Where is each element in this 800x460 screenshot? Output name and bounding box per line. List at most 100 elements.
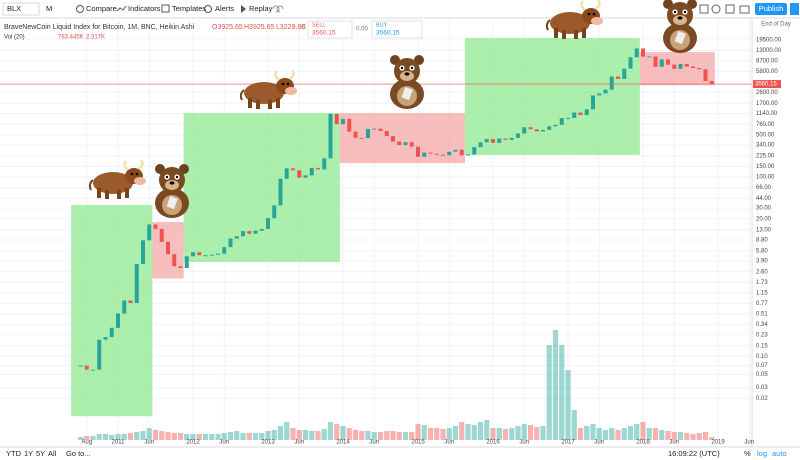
range-ytd[interactable]: YTD xyxy=(6,449,22,458)
candle xyxy=(391,136,395,142)
volume-bar xyxy=(334,424,340,440)
volume-bar xyxy=(202,434,209,440)
range-5y[interactable]: 5Y xyxy=(36,449,45,458)
volume-bar xyxy=(671,432,677,440)
x-tick-label: Jun xyxy=(294,440,304,446)
templates-button[interactable]: Templates xyxy=(172,4,206,13)
compare-button[interactable]: Compare xyxy=(86,4,117,13)
candle xyxy=(322,158,327,170)
zone xyxy=(339,113,465,164)
symbol[interactable]: BLX xyxy=(7,4,21,13)
candle xyxy=(472,147,477,155)
volume-bar xyxy=(302,430,309,440)
snapshot-icon[interactable] xyxy=(739,5,750,14)
publish-button[interactable] xyxy=(755,3,787,15)
candle xyxy=(684,64,689,67)
compare-icon[interactable] xyxy=(76,5,84,13)
candle xyxy=(228,238,233,248)
candle xyxy=(216,253,220,255)
sell-label[interactable]: SELL xyxy=(312,22,325,28)
volume-bar xyxy=(240,433,246,440)
volume-bar xyxy=(515,426,521,440)
volume-bar xyxy=(227,432,234,440)
symbol-box[interactable] xyxy=(2,2,40,16)
x-tick-label: 2015 xyxy=(411,440,425,446)
axes: 0.02 0.03 0.05 0.07 0.10 0.15 0.23 0.34 0.51 0.77… xyxy=(81,37,781,445)
buy-price[interactable]: 3560.15 xyxy=(376,30,400,37)
volume-bar xyxy=(571,410,577,440)
layout-icon[interactable] xyxy=(725,4,735,14)
interval[interactable]: M xyxy=(46,4,52,13)
sell-price[interactable]: 3560.15 xyxy=(312,30,336,37)
candle xyxy=(503,138,508,140)
volume-bar xyxy=(702,432,709,440)
candle xyxy=(466,154,470,156)
candle xyxy=(159,228,164,242)
candle xyxy=(597,93,602,96)
range-all[interactable]: All xyxy=(48,449,57,458)
candle xyxy=(672,64,677,69)
last-price-tag xyxy=(753,80,781,89)
candle xyxy=(84,365,89,370)
volume-bar xyxy=(90,436,96,440)
replay-icon[interactable] xyxy=(241,5,246,13)
volume-bar xyxy=(152,430,159,440)
buy-button[interactable] xyxy=(371,20,423,39)
volume-bar xyxy=(177,433,184,440)
volume-bar xyxy=(440,429,446,440)
y-tick-label: 19500.00 xyxy=(756,37,782,43)
zone xyxy=(183,113,340,262)
candle xyxy=(603,89,608,94)
replay-button[interactable]: Replay xyxy=(249,4,273,13)
candle xyxy=(316,167,320,170)
go-to[interactable]: Go to... xyxy=(66,449,91,458)
volume-bar xyxy=(559,345,565,440)
auto-toggle[interactable]: auto xyxy=(772,449,787,458)
volume-bar xyxy=(340,426,346,440)
volume-bar xyxy=(421,425,427,440)
volume-bar xyxy=(534,427,540,440)
candle xyxy=(166,241,170,255)
range-1y[interactable]: 1Y xyxy=(24,449,33,458)
sell-button[interactable] xyxy=(307,20,353,39)
candle xyxy=(703,69,708,82)
y-tick-label: 20.00 xyxy=(756,216,772,222)
y-tick-label: 0.02 xyxy=(756,396,768,402)
log-toggle[interactable]: log xyxy=(757,449,767,458)
candle xyxy=(653,56,658,67)
alerts-icon[interactable] xyxy=(204,5,212,13)
volume-bar xyxy=(521,424,527,440)
candle xyxy=(559,118,564,125)
templates-icon[interactable] xyxy=(161,4,170,13)
volume-bar xyxy=(96,434,102,440)
buy-label[interactable]: BUY xyxy=(376,22,388,28)
candle xyxy=(709,81,714,85)
undo-redo[interactable] xyxy=(272,5,284,13)
candle xyxy=(134,263,139,303)
stream-button[interactable] xyxy=(790,3,799,15)
volume-bar xyxy=(127,433,134,440)
x-tick-label: Jun xyxy=(219,440,229,446)
volume-bar xyxy=(159,431,165,440)
series-title: BraveNewCoin Liquid Index for Bitcoin, 1… xyxy=(4,24,195,31)
volume-bar xyxy=(115,434,121,440)
volume-bar xyxy=(696,433,702,440)
candle xyxy=(366,129,370,139)
fullscreen-icon[interactable] xyxy=(699,4,709,14)
alerts-button[interactable]: Alerts xyxy=(215,4,234,13)
publish-label[interactable]: Publish xyxy=(759,4,784,13)
percent-toggle[interactable]: % xyxy=(744,449,751,458)
volume-bar xyxy=(477,422,484,440)
candle xyxy=(178,266,183,268)
volume-bar xyxy=(359,431,365,440)
volume-bar xyxy=(384,431,390,440)
candle xyxy=(659,59,664,67)
indicators-icon[interactable] xyxy=(116,5,127,12)
y-tick-label: 500.00 xyxy=(756,133,775,139)
indicators-button[interactable]: Indicators xyxy=(128,4,161,13)
settings-icon[interactable] xyxy=(711,4,721,14)
candle xyxy=(572,112,577,118)
volume-bar xyxy=(184,434,190,440)
volume-bar xyxy=(584,426,590,440)
bottom-bar xyxy=(0,447,800,460)
